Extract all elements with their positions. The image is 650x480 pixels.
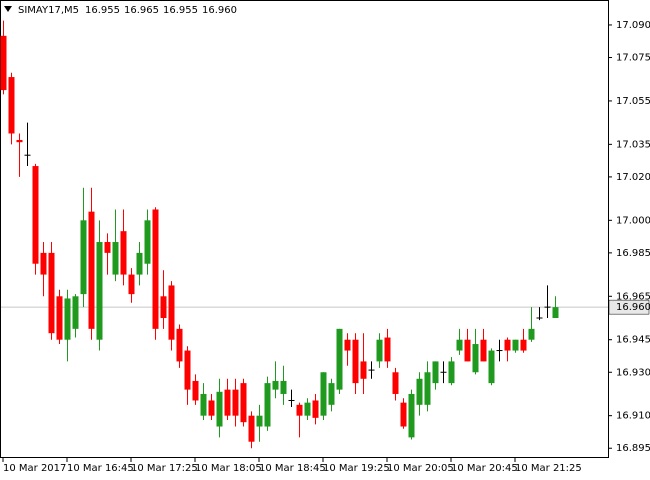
y-tick-label: 17.075 <box>616 53 650 64</box>
y-tick-label: 16.895 <box>616 443 650 454</box>
candle-body <box>112 242 119 275</box>
candle-body <box>184 350 191 390</box>
candle-body <box>456 339 463 351</box>
candle-body <box>360 361 367 379</box>
candle-body <box>136 252 143 275</box>
current-price-label: 16.960 <box>616 302 650 313</box>
candle-body <box>504 339 511 351</box>
y-tick-label: 16.930 <box>616 367 650 378</box>
candle-body <box>16 140 23 143</box>
header-value: 16.960 <box>202 5 237 16</box>
y-tick-label: 17.090 <box>616 20 650 31</box>
candle-body <box>160 296 167 318</box>
candle-body <box>352 339 359 384</box>
candle-body <box>264 383 271 427</box>
candle-body <box>272 380 279 390</box>
x-tick-label: 10 Mar 18:45 <box>259 463 326 474</box>
candle-body <box>88 211 95 329</box>
candle-body <box>464 339 471 362</box>
candle-body <box>336 328 343 390</box>
candle-body <box>280 380 287 394</box>
candle-body <box>152 209 159 329</box>
candle-body <box>176 328 183 362</box>
y-tick-label: 17.035 <box>616 139 650 150</box>
candle-body <box>408 393 415 438</box>
candle-body <box>96 242 103 340</box>
candle-body <box>384 337 391 362</box>
candle-body <box>432 361 439 384</box>
candle-body <box>240 383 247 423</box>
candle-body <box>376 339 383 362</box>
header-value: 16.955 <box>85 5 120 16</box>
candle-body <box>392 372 399 394</box>
y-tick-label: 16.965 <box>616 291 650 302</box>
candle-body <box>40 252 47 275</box>
candle-body <box>472 344 479 373</box>
candle-body <box>304 402 311 416</box>
candle-body <box>192 380 199 401</box>
x-tick-label: 10 Mar 20:05 <box>387 463 454 474</box>
candle-body <box>312 400 319 418</box>
candle-body <box>104 242 111 253</box>
x-tick-label: 10 Mar 16:45 <box>67 463 134 474</box>
symbol-title: SIMAY17,M5 <box>18 5 79 16</box>
candle-body <box>552 307 559 318</box>
y-tick-label: 16.985 <box>616 248 650 259</box>
x-tick-label: 10 Mar 2017 <box>3 463 66 474</box>
candle-body <box>328 383 335 405</box>
candle-body <box>416 378 423 405</box>
candle-body <box>144 220 151 264</box>
candle-body <box>256 415 263 427</box>
candle-body <box>528 328 535 340</box>
candle-body <box>80 220 87 295</box>
candle-body <box>480 339 487 362</box>
candle-body <box>216 391 223 427</box>
x-tick-label: 10 Mar 18:05 <box>195 463 262 474</box>
candle-body <box>224 389 231 416</box>
candle-body <box>448 361 455 384</box>
candle-body <box>320 372 327 416</box>
candle-body <box>488 350 495 384</box>
candle-body <box>120 231 127 275</box>
header-value: 16.955 <box>163 5 198 16</box>
candle-body <box>32 166 39 264</box>
plot-frame <box>0 0 609 458</box>
candle-body <box>296 404 303 416</box>
y-tick-label: 16.910 <box>616 411 650 422</box>
candle-body <box>400 402 407 427</box>
candle-body <box>168 285 175 340</box>
candle-body <box>520 339 527 351</box>
current-price-box <box>608 299 650 315</box>
candle-body <box>232 389 239 416</box>
candle-body <box>128 274 135 295</box>
x-tick-label: 10 Mar 21:25 <box>515 463 582 474</box>
candle-body <box>344 339 351 351</box>
candle-body <box>64 298 71 340</box>
x-tick-label: 10 Mar 17:25 <box>131 463 198 474</box>
y-tick-label: 17.000 <box>616 215 650 226</box>
y-tick-label: 16.945 <box>616 335 650 346</box>
candle-body <box>208 400 215 416</box>
candle-body <box>248 415 255 442</box>
candle-body <box>8 77 15 134</box>
candle-body <box>200 393 207 416</box>
y-tick-label: 17.020 <box>616 172 650 183</box>
x-tick-label: 10 Mar 19:25 <box>323 463 390 474</box>
candle-body <box>0 35 7 91</box>
header-value: 16.965 <box>124 5 159 16</box>
candle-body <box>424 372 431 405</box>
candle-body <box>72 296 79 329</box>
candle-body <box>56 296 63 340</box>
candle-body <box>48 252 55 334</box>
menu-triangle <box>4 6 12 12</box>
candle-body <box>512 339 519 351</box>
x-tick-label: 10 Mar 20:45 <box>451 463 518 474</box>
y-tick-label: 17.055 <box>616 96 650 107</box>
